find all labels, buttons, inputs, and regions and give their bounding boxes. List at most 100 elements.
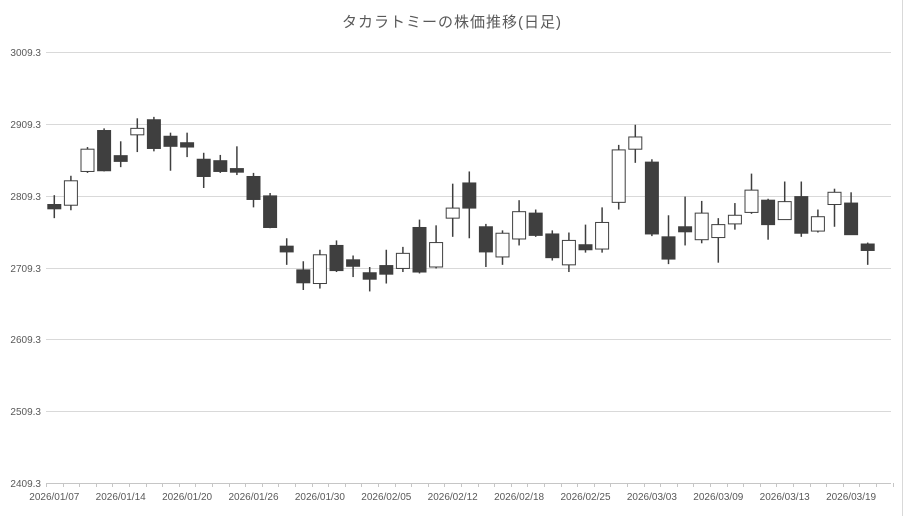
candle-body-down (678, 226, 693, 233)
candle-body-down (279, 245, 294, 253)
candle-body-up (777, 201, 792, 221)
candle-body-down (296, 269, 311, 284)
candle-45 (794, 181, 809, 237)
y-axis-label: 2809.3 (10, 192, 41, 203)
candle-20 (379, 249, 394, 284)
y-axis-label: 3009.3 (10, 48, 41, 59)
candle-15 (296, 261, 311, 290)
candle-13 (263, 193, 278, 229)
y-axis-label: 2709.3 (10, 264, 41, 275)
candle-body-up (810, 216, 825, 232)
x-axis-label: 2026/03/19 (826, 492, 876, 503)
candle-39 (694, 200, 709, 244)
candle-body-down (528, 212, 543, 236)
candle-body-down (412, 226, 427, 273)
candle-body-up (611, 149, 626, 203)
candle-42 (744, 173, 759, 214)
candle-9 (196, 152, 211, 188)
candle-44 (777, 181, 792, 221)
candle-body-down (329, 244, 344, 272)
candle-body-down (213, 160, 228, 172)
candle-body-up (495, 232, 510, 258)
y-axis-label: 2909.3 (10, 120, 41, 131)
candle-body-down (661, 236, 676, 260)
x-axis-label: 2026/03/09 (693, 492, 743, 503)
candle-47 (827, 188, 842, 227)
candle-body-up (512, 211, 527, 240)
candle-body-down (346, 259, 361, 267)
candle-34 (611, 144, 626, 210)
chart-title: タカラトミーの株価推移(日足) (342, 14, 562, 31)
candle-26 (478, 223, 493, 267)
x-axis-label: 2026/01/26 (228, 492, 278, 503)
candle-body-down (379, 265, 394, 275)
candle-body-down (844, 202, 859, 236)
candle-11 (229, 146, 244, 176)
candle-body-up (80, 148, 95, 172)
candle-body-up (628, 136, 643, 150)
candle-8 (180, 132, 195, 158)
candle-7 (163, 132, 178, 171)
candle-46 (810, 209, 825, 233)
candle-30 (545, 230, 560, 261)
candle-6 (146, 116, 161, 152)
candle-38 (678, 196, 693, 246)
candle-21 (395, 246, 410, 273)
candle-body-down (462, 182, 477, 209)
x-axis-label: 2026/02/05 (361, 492, 411, 503)
candle-body-down (578, 244, 593, 251)
candle-41 (727, 203, 742, 230)
candle-27 (495, 230, 510, 265)
candle-body-down (860, 243, 875, 251)
candle-body-up (711, 224, 726, 239)
candle-body-down (246, 175, 261, 200)
candle-body-down (47, 204, 62, 210)
candle-23 (429, 225, 444, 269)
x-axis-label: 2026/01/20 (162, 492, 212, 503)
candle-body-down (113, 155, 128, 162)
y-axis-label: 2509.3 (10, 407, 41, 418)
x-axis-label: 2026/01/14 (96, 492, 146, 503)
y-axis-label: 2409.3 (10, 479, 41, 490)
candle-body-down (761, 199, 776, 226)
x-axis-label: 2026/02/25 (560, 492, 610, 503)
candle-body-down (478, 226, 493, 253)
candle-body-down (263, 195, 278, 228)
candle-4 (113, 141, 128, 168)
candle-16 (312, 249, 327, 289)
candle-12 (246, 172, 261, 208)
candle-body-down (229, 168, 244, 173)
candle-body-down (180, 142, 195, 148)
candle-body-down (97, 130, 112, 172)
candle-3 (97, 128, 112, 172)
x-axis-label: 2026/02/12 (428, 492, 478, 503)
y-axis-label: 2609.3 (10, 335, 41, 346)
candle-17 (329, 240, 344, 273)
candle-25 (462, 171, 477, 239)
candle-body-up (595, 221, 610, 250)
candle-29 (528, 209, 543, 237)
candle-36 (644, 159, 659, 237)
candle-1 (63, 175, 78, 211)
x-axis-label: 2026/02/18 (494, 492, 544, 503)
candle-43 (761, 198, 776, 240)
candle-37 (661, 215, 676, 265)
candle-body-up (429, 242, 444, 268)
candle-body-down (146, 119, 161, 149)
x-axis-label: 2026/03/03 (627, 492, 677, 503)
candle-body-down (545, 233, 560, 259)
candle-5 (130, 118, 145, 153)
candle-body-down (196, 158, 211, 177)
candle-19 (362, 266, 377, 292)
candle-0 (47, 195, 62, 219)
candle-10 (213, 154, 228, 173)
x-axis-label: 2026/01/30 (295, 492, 345, 503)
candle-body-up (312, 254, 327, 285)
x-axis-label: 2026/01/07 (29, 492, 79, 503)
candle-14 (279, 238, 294, 265)
candle-28 (512, 200, 527, 246)
candle-body-up (744, 189, 759, 213)
candle-40 (711, 218, 726, 263)
candle-body-up (395, 252, 410, 269)
